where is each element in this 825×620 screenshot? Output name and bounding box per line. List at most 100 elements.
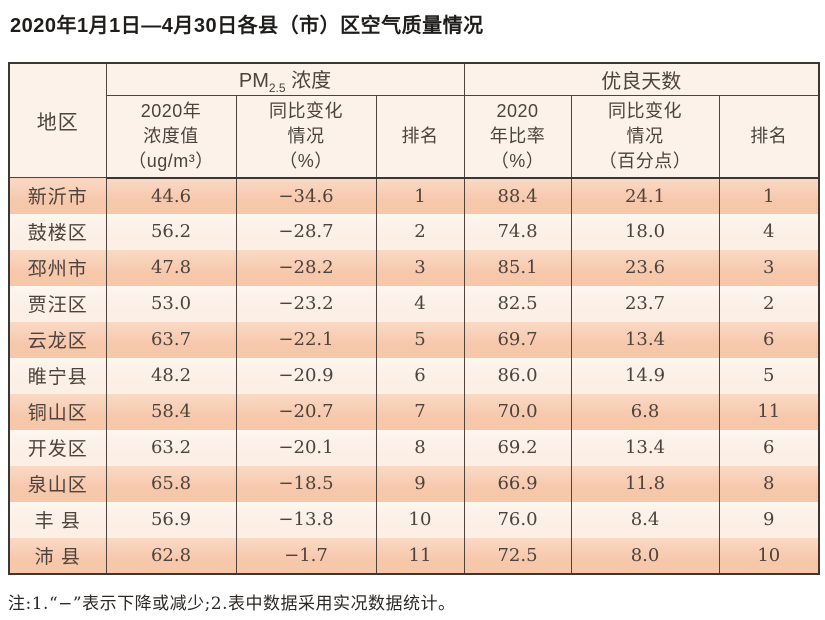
good-rank-cell: 10 [718,537,820,574]
good-rate-cell: 82.5 [463,285,572,322]
good-rate-cell: 69.2 [463,429,572,466]
region-cell: 沛 县 [8,537,106,574]
good-rate-cell: 74.8 [463,213,572,250]
pm-2020-cell: 48.2 [105,357,236,394]
pm-rank-cell: 11 [375,537,465,574]
header-pm-2020: 2020年 浓度值 （ug/m³） [105,95,236,179]
pm-rank-cell: 4 [375,285,465,322]
page-title: 2020年1月1日—4月30日各县（市）区空气质量情况 [10,15,484,37]
good-rank-cell: 2 [718,285,820,322]
pm-change-cell: −22.1 [235,321,376,358]
table-row: 开发区 63.2 −20.1 8 69.2 13.4 6 [8,429,820,466]
good-rank-cell: 11 [718,393,820,430]
good-rank-cell: 6 [718,429,820,466]
pm-2020-cell: 65.8 [105,465,236,502]
header-good-days-group: 优良天数 [463,63,820,96]
table-row: 沛 县 62.8 −1.7 11 72.5 8.0 10 [8,537,820,574]
header-pm25-group: PM2.5 浓度 [105,63,465,96]
table-row: 鼓楼区 56.2 −28.7 2 74.8 18.0 4 [8,213,820,250]
good-change-cell: 24.1 [570,177,720,214]
good-change-cell: 8.4 [570,501,720,538]
region-cell: 泉山区 [8,465,106,502]
header-sub-row: 2020年 浓度值 （ug/m³） 同比变化 情况 （%） 排名 2020 年比… [9,95,820,179]
region-cell: 贾汪区 [8,285,106,322]
header-good-change: 同比变化 情况 （百分点） [570,95,720,179]
header-pm-rank: 排名 [375,95,465,179]
pm-2020-cell: 53.0 [105,285,236,322]
pm-change-cell: −20.1 [235,429,376,466]
table-row: 睢宁县 48.2 −20.9 6 86.0 14.9 5 [8,357,820,394]
pm25-prefix: PM [238,70,269,92]
region-cell: 开发区 [8,429,106,466]
table-row: 云龙区 63.7 −22.1 5 69.7 13.4 6 [8,321,820,358]
region-cell: 鼓楼区 [8,213,106,250]
header-good-rate: 2020 年比率 （%） [463,95,572,179]
good-rate-cell: 76.0 [463,501,572,538]
pm-rank-cell: 8 [375,429,465,466]
table-row: 泉山区 65.8 −18.5 9 66.9 11.8 8 [8,465,820,502]
pm-rank-cell: 2 [375,213,465,250]
pm-change-cell: −13.8 [235,501,376,538]
header-good-rank: 排名 [718,95,820,179]
header-group-row: 地区 PM2.5 浓度 优良天数 [8,63,820,178]
pm-change-cell: −23.2 [235,285,376,322]
table-row: 铜山区 58.4 −20.7 7 70.0 6.8 11 [8,393,820,430]
table-row: 丰 县 56.9 −13.8 10 76.0 8.4 9 [8,501,820,538]
pm-change-cell: −20.9 [235,357,376,394]
region-cell: 新沂市 [8,177,106,214]
good-rank-cell: 4 [718,213,820,250]
pm-change-cell: −28.2 [235,249,376,286]
good-change-cell: 13.4 [570,429,720,466]
pm25-suffix: 浓度 [285,70,332,92]
pm-rank-cell: 1 [375,177,465,214]
good-change-cell: 11.8 [570,465,720,502]
region-cell: 睢宁县 [8,357,106,394]
pm-2020-cell: 47.8 [105,249,236,286]
pm-rank-cell: 5 [375,321,465,358]
pm25-subscript: 2.5 [268,81,286,95]
good-rate-cell: 86.0 [463,357,572,394]
table-body: 新沂市 44.6 −34.6 1 88.4 24.1 1 鼓楼区 56.2 −28.7 2 74.8 1… [8,177,820,574]
pm-rank-cell: 3 [375,249,465,286]
good-rank-cell: 1 [718,177,820,214]
good-rank-cell: 8 [718,465,820,502]
air-quality-table: 地区 PM2.5 浓度 优良天数 2020年 浓度值 （ug/m³） 同比变化 … [8,62,821,575]
header-pm-change: 同比变化 情况 （%） [235,95,376,179]
region-cell: 云龙区 [8,321,106,358]
pm-2020-cell: 63.2 [105,429,236,466]
pm-change-cell: −34.6 [235,177,376,214]
pm-rank-cell: 7 [375,393,465,430]
table-header: 地区 PM2.5 浓度 优良天数 2020年 浓度值 （ug/m³） 同比变化 … [8,63,820,179]
table-row: 新沂市 44.6 −34.6 1 88.4 24.1 1 [8,177,820,214]
region-cell: 丰 县 [8,501,106,538]
good-rank-cell: 5 [718,357,820,394]
pm-rank-cell: 6 [375,357,465,394]
good-rate-cell: 70.0 [463,393,572,430]
good-rank-cell: 3 [718,249,820,286]
region-cell: 邳州市 [8,249,106,286]
pm-2020-cell: 62.8 [105,537,236,574]
pm-change-cell: −18.5 [235,465,376,502]
region-cell: 铜山区 [8,393,106,430]
good-change-cell: 23.7 [570,285,720,322]
pm-2020-cell: 56.9 [105,501,236,538]
pm-change-cell: −1.7 [235,537,376,574]
pm-change-cell: −28.7 [235,213,376,250]
footnote: 注:1.“−”表示下降或减少;2.表中数据采用实况数据统计。 [8,594,456,614]
pm-change-cell: −20.7 [235,393,376,430]
pm-2020-cell: 63.7 [105,321,236,358]
good-change-cell: 18.0 [570,213,720,250]
table-row: 邳州市 47.8 −28.2 3 85.1 23.6 3 [8,249,820,286]
good-rate-cell: 72.5 [463,537,572,574]
pm-2020-cell: 44.6 [105,177,236,214]
table-row: 贾汪区 53.0 −23.2 4 82.5 23.7 2 [8,285,820,322]
good-rate-cell: 66.9 [463,465,572,502]
good-change-cell: 6.8 [570,393,720,430]
good-change-cell: 14.9 [570,357,720,394]
good-rate-cell: 69.7 [463,321,572,358]
pm-rank-cell: 9 [375,465,465,502]
pm-rank-cell: 10 [375,501,465,538]
pm-2020-cell: 58.4 [105,393,236,430]
good-rank-cell: 9 [718,501,820,538]
